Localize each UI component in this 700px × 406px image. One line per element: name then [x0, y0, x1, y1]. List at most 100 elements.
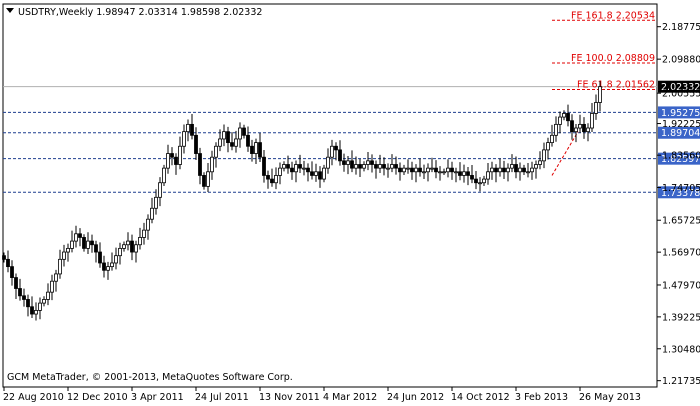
candle-body	[546, 142, 550, 151]
price-tick-label: 1.56970	[662, 248, 700, 259]
candle-body	[14, 277, 18, 289]
candle-body	[190, 123, 194, 136]
price-tick-label: 1.83560	[662, 151, 700, 162]
time-tick-label: 3 Feb 2013	[515, 392, 568, 402]
chart-menu-triangle-icon[interactable]	[6, 8, 14, 13]
price-tick-label: 1.21735	[662, 376, 700, 387]
candle-body	[178, 145, 182, 165]
candle-body	[422, 171, 426, 174]
candle-body	[498, 167, 502, 173]
level-label-bg	[658, 106, 700, 119]
price-tick-label: 1.39225	[662, 312, 700, 323]
candle-body	[406, 167, 410, 170]
plot-frame	[2, 3, 658, 388]
time-tick-label: 24 Jul 2011	[195, 392, 249, 402]
level-label-bg	[658, 186, 700, 199]
candle-body	[46, 291, 50, 300]
candle-body	[558, 116, 562, 125]
candle-body	[430, 167, 434, 170]
candle-body	[586, 127, 590, 133]
candle-body	[254, 142, 258, 154]
price-tick-label: 1.30480	[662, 344, 700, 355]
candle-body	[562, 113, 566, 118]
candle-body	[250, 145, 254, 154]
price-tick-label: 2.18775	[662, 22, 700, 33]
candle-body	[110, 262, 114, 268]
candle-body	[54, 273, 58, 282]
candle-body	[286, 164, 290, 169]
fib-level-label: FE 161.8 2.20534	[571, 10, 655, 21]
candle-body	[214, 145, 218, 158]
candle-body	[594, 102, 598, 114]
candle-body	[434, 167, 438, 173]
price-axis: 2.18775 2.09880 2.00555 1.92225 1.83560 1.747…	[657, 22, 700, 387]
candle-body	[226, 131, 230, 144]
candle-body	[50, 280, 54, 293]
candlesticks	[2, 81, 602, 321]
candle-body	[290, 167, 294, 173]
level-label: 1.73378	[661, 188, 700, 199]
candle-body	[326, 156, 330, 169]
candle-body	[294, 164, 298, 173]
candle-body	[426, 167, 430, 173]
candle-body	[526, 171, 530, 174]
level-label: 1.95275	[661, 108, 700, 119]
candle-body	[98, 251, 102, 264]
candle-body	[530, 167, 534, 173]
candle-body	[318, 171, 322, 180]
candle-body	[502, 167, 506, 173]
time-tick-label: 4 Mar 2012	[323, 392, 377, 402]
candle-body	[194, 134, 198, 154]
candle-body	[374, 164, 378, 169]
candle-body	[26, 299, 30, 308]
candle-body	[442, 171, 446, 174]
candle-body	[230, 142, 234, 147]
candle-body	[218, 138, 222, 147]
candle-body	[34, 309, 38, 315]
candle-body	[398, 167, 402, 173]
candle-body	[70, 240, 74, 249]
candle-body	[390, 164, 394, 169]
level-label: 1.82597	[661, 154, 700, 165]
candle-body	[122, 244, 126, 249]
candle-body	[30, 306, 34, 315]
fib-trend-line	[551, 131, 579, 176]
candle-body	[130, 240, 134, 253]
candle-body	[270, 178, 274, 184]
level-label-bg	[658, 126, 700, 139]
time-tick-label: 3 Apr 2011	[131, 392, 184, 402]
candle-body	[174, 156, 178, 165]
candle-body	[322, 167, 326, 180]
candle-body	[258, 142, 262, 158]
candle-body	[6, 258, 10, 268]
candle-body	[370, 160, 374, 165]
time-tick-label: 24 Jun 2012	[387, 392, 444, 402]
candle-body	[578, 123, 582, 129]
candle-body	[106, 266, 110, 271]
candle-body	[58, 258, 62, 275]
candle-body	[466, 171, 470, 176]
candle-body	[170, 153, 174, 158]
candle-body	[186, 123, 190, 133]
candle-body	[510, 164, 514, 169]
candle-body	[334, 145, 338, 151]
candle-body	[550, 134, 554, 144]
candle-body	[158, 182, 162, 198]
candle-body	[134, 244, 138, 253]
candle-body	[590, 113, 594, 129]
candle-body	[418, 167, 422, 173]
candle-body	[362, 164, 366, 169]
level-label: 1.89704	[661, 128, 700, 139]
fib-level-label: FE 61.8 2.01562	[577, 79, 655, 90]
candle-body	[138, 237, 142, 246]
candle-body	[154, 196, 158, 209]
candle-body	[522, 167, 526, 173]
candle-body	[482, 178, 486, 184]
price-tick-label: 2.09880	[662, 55, 700, 66]
fibonacci-extension: FE 161.8 2.20534 FE 100.0 2.08809 FE 61.8 …	[551, 10, 655, 176]
candle-body	[566, 113, 570, 122]
candle-body	[42, 299, 46, 304]
candle-body	[410, 167, 414, 173]
